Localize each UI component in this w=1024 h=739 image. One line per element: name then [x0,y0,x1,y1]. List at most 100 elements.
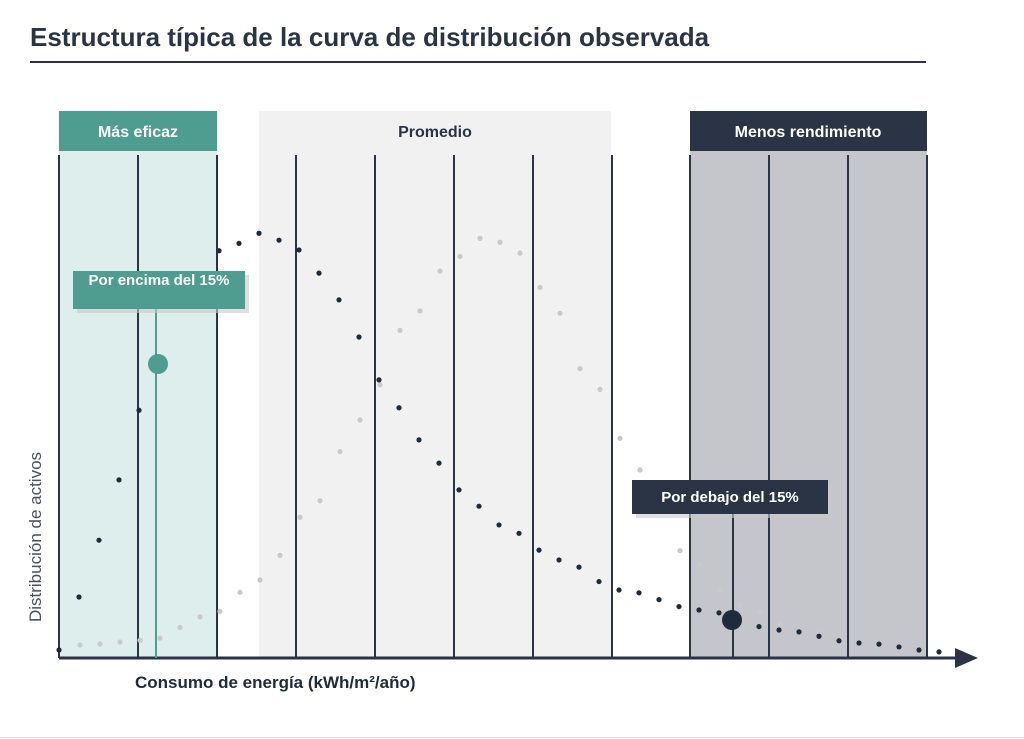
zone-efficient-label: Más eficaz [98,124,178,141]
reference-dot [457,253,463,260]
observed-dot [216,248,222,254]
reference-dot [237,589,243,595]
observed-dot [436,460,442,466]
reference-dot [517,250,523,256]
reference-dot [477,235,483,241]
bottom-callout-marker [722,610,742,630]
observed-dot [496,522,502,528]
observed-dot [676,603,682,610]
observed-dot [936,649,942,655]
observed-dot [276,237,282,243]
reference-dot [717,586,723,592]
top-callout-label: Por encima del 15% [88,272,230,289]
x-axis-title: Consumo de energía (kWh/m²/año) [135,673,416,692]
reference-dot [117,639,123,645]
observed-dot [756,623,762,630]
reference-dot [737,602,743,608]
x-axis-arrow-icon [955,648,978,668]
zone-low-header [690,111,927,151]
observed-dot [456,487,462,493]
reference-dot [177,624,183,631]
observed-dot [356,334,362,340]
reference-dot [677,548,683,554]
zone-low-area [690,151,927,658]
observed-dot [56,647,62,653]
observed-dot [856,640,862,646]
reference-dot [217,608,223,614]
top-callout-box [73,271,245,309]
zone-average-label: Promedio [398,124,472,141]
observed-dot [516,530,522,536]
observed-dot [416,437,422,443]
reference-dot [97,641,103,647]
bottom-callout-box [632,480,828,514]
bottom-callout-label: Por debajo del 15% [661,489,799,506]
observed-dot [596,578,602,585]
reference-dot [617,435,623,441]
observed-dot [776,627,782,633]
reference-dot [777,620,783,627]
observed-curve [56,230,942,655]
reference-dot [697,562,703,568]
observed-dot [336,297,342,303]
observed-dot [916,647,922,653]
observed-dot [536,547,542,553]
reference-dot [577,366,583,372]
reference-dot [597,386,603,392]
observed-dot [116,477,122,483]
observed-dot [876,641,882,647]
zone-average-header [259,111,611,151]
reference-dot [757,608,763,615]
observed-dot [716,610,722,616]
reference-dot [637,467,643,473]
page-bottom-border [0,737,1024,738]
zone-efficient-header [59,111,217,151]
observed-dot [816,633,822,639]
reference-dot [137,637,143,643]
reference-dot [357,417,363,423]
reference-dot [557,310,563,316]
reference-dot [337,449,343,455]
reference-dot [417,308,423,314]
observed-dot [616,587,622,593]
observed-dot [656,597,662,603]
observed-dot [96,537,102,543]
reference-dot [297,514,303,520]
top-callout-text-wrap: Por encima del 15% [88,272,230,289]
observed-dot [896,644,902,650]
y-axis-title: Distribución de activos [26,451,45,623]
reference-dot [197,614,203,620]
observed-dot [636,590,642,596]
page-title: Estructura típica de la curva de distrib… [30,22,710,52]
reference-dot [157,635,163,641]
observed-dot [696,607,702,613]
observed-dot [316,270,322,276]
observed-dot [576,564,582,570]
observed-dot [556,557,562,563]
reference-dot [437,268,443,274]
title-underline [30,61,926,63]
observed-dot [376,377,382,383]
reference-dot [397,327,403,333]
observed-dot [836,638,842,644]
top-callout-marker [148,354,168,374]
reference-dot [257,577,263,583]
vertical-grid [58,155,928,658]
reference-dot [317,498,323,504]
observed-dot [396,405,402,411]
observed-dot [76,594,82,600]
observed-dot [296,247,302,253]
zone-low-label: Menos rendimiento [735,124,882,141]
observed-dot [796,629,802,635]
observed-dot [256,230,262,236]
observed-dot [236,240,242,246]
reference-dot [377,382,383,388]
reference-dot [277,552,283,558]
observed-dot [136,407,142,413]
reference-dot [537,284,543,291]
reference-dot [497,239,503,245]
observed-dot [476,503,482,509]
zone-average-area [259,151,611,658]
reference-dot [77,642,83,648]
